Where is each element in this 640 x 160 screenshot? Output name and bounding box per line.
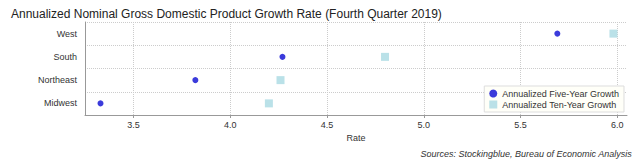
svg-text:5.5: 5.5 [514, 120, 527, 130]
svg-text:Annualized Ten-Year Growth: Annualized Ten-Year Growth [502, 100, 616, 110]
svg-text:3.5: 3.5 [127, 120, 140, 130]
svg-text:Northeast: Northeast [38, 75, 78, 85]
svg-text:Midwest: Midwest [44, 98, 78, 108]
svg-text:4.0: 4.0 [224, 120, 237, 130]
svg-text:Sources: Stockingblue, Bureau: Sources: Stockingblue, Bureau of Economi… [420, 149, 632, 159]
svg-text:6.0: 6.0 [611, 120, 624, 130]
svg-text:Annualized Five-Year Growth: Annualized Five-Year Growth [502, 89, 619, 99]
svg-text:4.5: 4.5 [321, 120, 334, 130]
svg-text:Rate: Rate [346, 133, 365, 143]
svg-text:West: West [57, 29, 78, 39]
svg-text:Annualized Nominal Gross Domes: Annualized Nominal Gross Domestic Produc… [11, 7, 442, 21]
svg-text:5.0: 5.0 [417, 120, 430, 130]
svg-text:South: South [53, 52, 77, 62]
